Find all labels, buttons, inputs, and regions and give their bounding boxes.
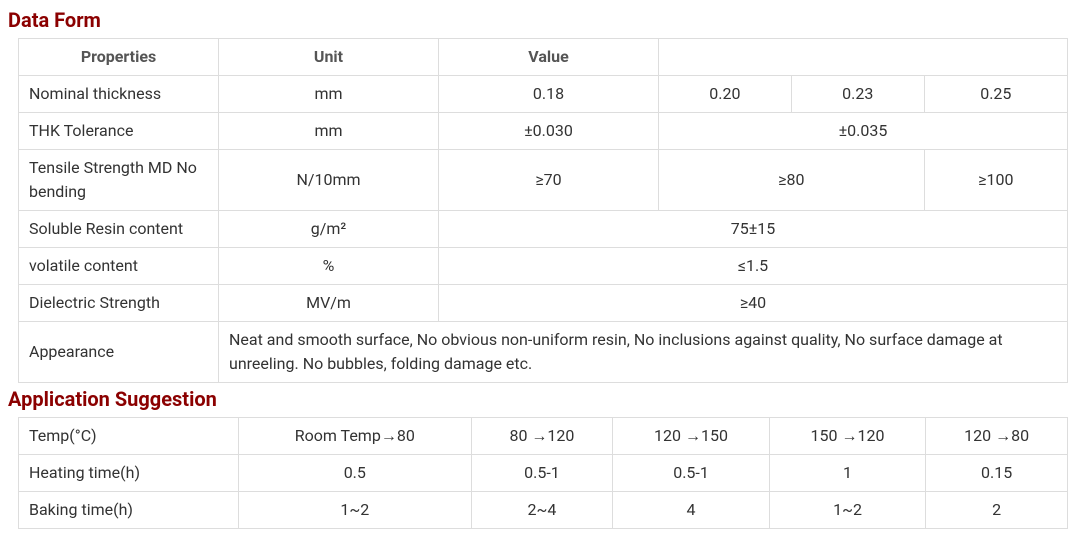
cell-value: 0.5 [239,455,472,492]
cell-value: 150 →120 [769,418,926,455]
table-row: Baking time(h) 1~2 2~4 4 1~2 2 [19,492,1068,529]
table-row: Tensile Strength MD No bending N/10mm ≥7… [19,150,1068,211]
table-row: Heating time(h) 0.5 0.5-1 0.5-1 1 0.15 [19,455,1068,492]
cell-prop: Nominal thickness [19,76,219,113]
cell-value: ≤1.5 [439,248,1068,285]
cell-prop: Temp(°C) [19,418,239,455]
data-form-table: Properties Unit Value Nominal thickness … [18,38,1068,383]
header-unit: Unit [219,39,439,76]
table-row: Nominal thickness mm 0.18 0.20 0.23 0.25 [19,76,1068,113]
cell-value: 0.25 [924,76,1067,113]
header-blank [659,39,1068,76]
cell-value: 1~2 [769,492,926,529]
cell-value: ≥40 [439,285,1068,322]
cell-prop: Soluble Resin content [19,211,219,248]
cell-prop: THK Tolerance [19,113,219,150]
cell-value: Room Temp→80 [239,418,472,455]
header-value: Value [439,39,659,76]
cell-value: ±0.035 [659,113,1068,150]
cell-value: 0.20 [659,76,792,113]
table-header-row: Properties Unit Value [19,39,1068,76]
cell-value: 1~2 [239,492,472,529]
cell-prop: Heating time(h) [19,455,239,492]
application-suggestion-table: Temp(°C) Room Temp→80 80 →120 120 →150 1… [18,417,1068,529]
cell-value: ≥80 [659,150,925,211]
header-properties: Properties [19,39,219,76]
cell-prop: Tensile Strength MD No bending [19,150,219,211]
cell-value: 0.5-1 [471,455,613,492]
cell-value: ±0.030 [439,113,659,150]
cell-value: ≥100 [924,150,1067,211]
cell-value: 120 →150 [613,418,770,455]
cell-value: 120 →80 [926,418,1068,455]
cell-prop: volatile content [19,248,219,285]
cell-value: 2~4 [471,492,613,529]
cell-unit: mm [219,113,439,150]
cell-value: 80 →120 [471,418,613,455]
cell-value: 75±15 [439,211,1068,248]
table-row: Temp(°C) Room Temp→80 80 →120 120 →150 1… [19,418,1068,455]
table-row: THK Tolerance mm ±0.030 ±0.035 [19,113,1068,150]
table-row: Appearance Neat and smooth surface, No o… [19,322,1068,383]
cell-prop: Appearance [19,322,219,383]
cell-value: 2 [926,492,1068,529]
table-row: Dielectric Strength MV/m ≥40 [19,285,1068,322]
cell-value: Neat and smooth surface, No obvious non-… [219,322,1068,383]
cell-unit: MV/m [219,285,439,322]
application-suggestion-heading: Application Suggestion [8,387,1063,411]
cell-unit: % [219,248,439,285]
cell-prop: Dielectric Strength [19,285,219,322]
cell-value: 0.15 [926,455,1068,492]
cell-value: 0.23 [791,76,924,113]
cell-unit: N/10mm [219,150,439,211]
cell-unit: mm [219,76,439,113]
table-row: volatile content % ≤1.5 [19,248,1068,285]
cell-value: 0.18 [439,76,659,113]
table-row: Soluble Resin content g/m² 75±15 [19,211,1068,248]
cell-value: 4 [613,492,770,529]
cell-unit: g/m² [219,211,439,248]
cell-prop: Baking time(h) [19,492,239,529]
cell-value: 1 [769,455,926,492]
data-form-heading: Data Form [8,8,1063,32]
cell-value: 0.5-1 [613,455,770,492]
cell-value: ≥70 [439,150,659,211]
